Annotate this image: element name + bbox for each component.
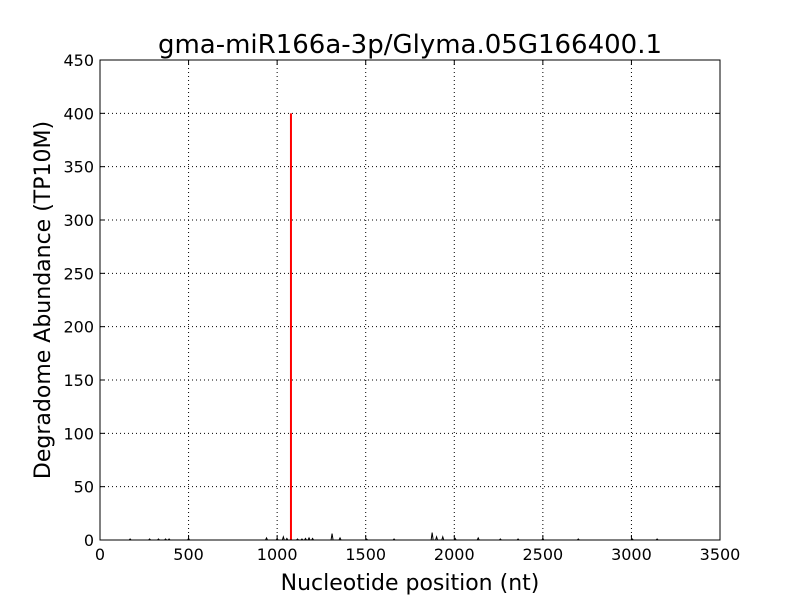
x-tick-label: 2000 xyxy=(434,545,475,564)
x-tick-label: 2500 xyxy=(522,545,563,564)
y-axis-label: Degradome Abundance (TP10M) xyxy=(31,121,56,479)
x-tick-label: 3000 xyxy=(611,545,652,564)
y-tick-label: 0 xyxy=(84,531,94,550)
x-tick-label: 3500 xyxy=(700,545,741,564)
y-tick-label: 300 xyxy=(63,211,94,230)
y-tick-label: 100 xyxy=(63,424,94,443)
y-tick-label: 450 xyxy=(63,51,94,70)
x-tick-label: 1000 xyxy=(257,545,298,564)
plot-frame xyxy=(99,59,721,541)
background-series-line xyxy=(100,532,720,541)
y-tick-label: 150 xyxy=(63,371,94,390)
y-tick-label: 250 xyxy=(63,264,94,283)
y-tick-label: 200 xyxy=(63,318,94,337)
y-tick-label: 350 xyxy=(63,158,94,177)
x-tick-label: 0 xyxy=(95,545,105,564)
y-tick-label: 50 xyxy=(74,478,94,497)
x-tick-label: 500 xyxy=(173,545,204,564)
chart-title: gma-miR166a-3p/Glyma.05G166400.1 xyxy=(158,30,662,60)
x-axis-label: Nucleotide position (nt) xyxy=(281,571,540,596)
y-tick-label: 400 xyxy=(63,104,94,123)
x-tick-label: 1500 xyxy=(345,545,386,564)
